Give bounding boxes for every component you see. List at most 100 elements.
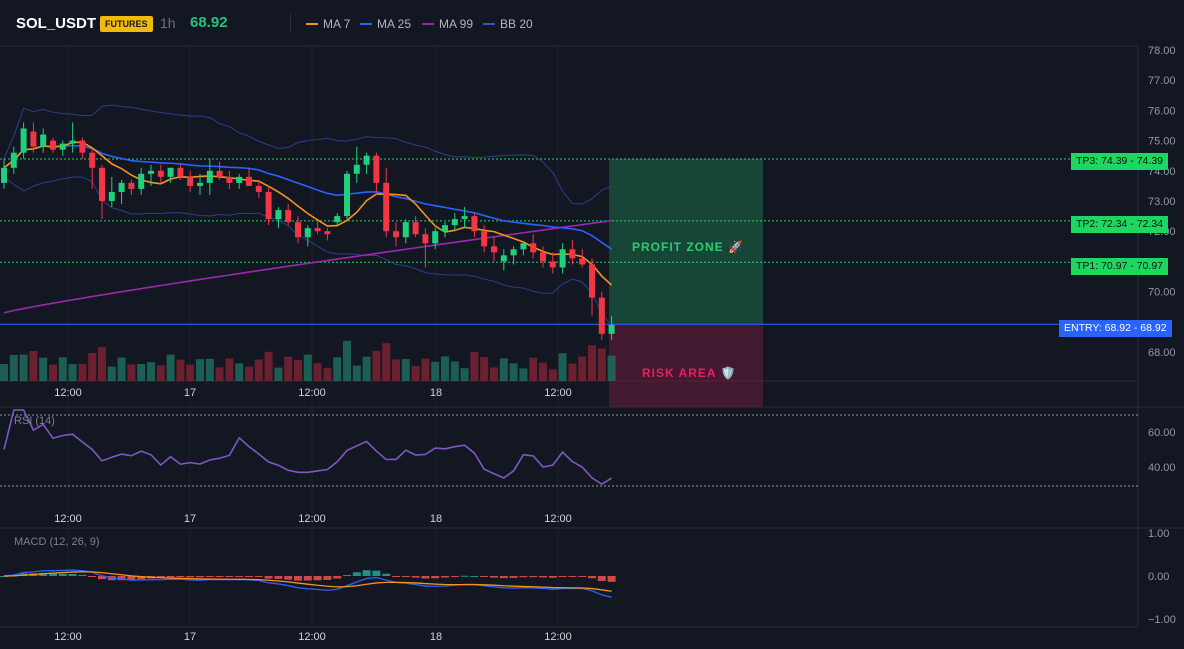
tp2-axis-value: 72.34	[1136, 218, 1163, 230]
candle-body	[363, 155, 370, 165]
legend-ma7-label: MA 7	[323, 17, 351, 31]
tp1-axis-value: 70.97	[1136, 260, 1163, 272]
candle-body	[265, 191, 272, 220]
volume-bar	[117, 357, 126, 381]
header-divider	[290, 14, 291, 32]
entry-axis-value: 68.92	[1140, 322, 1167, 334]
symbol-name[interactable]: SOL_USDT	[16, 15, 97, 32]
price-axis-label: 76.00	[1148, 105, 1176, 117]
candle-body	[50, 140, 56, 150]
entry-tag-text: ENTRY: 68.92	[1064, 322, 1131, 334]
candle-body	[314, 228, 321, 232]
legend-ma99[interactable]: MA 99	[422, 17, 473, 31]
candle-body	[187, 176, 194, 186]
legend-ma25[interactable]: MA 25	[360, 17, 411, 31]
candle-body	[344, 173, 350, 217]
volume-bar	[441, 356, 449, 381]
tp1-tag-text: TP1: 70.97	[1076, 260, 1128, 272]
tp1-tag[interactable]: TP1: 70.97 - 70.97	[1071, 258, 1168, 275]
macd-histogram-bar	[58, 573, 67, 576]
macd-histogram-bar	[519, 576, 528, 578]
candle-body	[432, 231, 439, 244]
volume-bar	[470, 352, 479, 381]
volume-bar	[460, 368, 469, 381]
candle-body	[471, 216, 478, 232]
time-axis-label: 17	[184, 631, 196, 643]
candle-body	[206, 170, 213, 183]
legend-bb20[interactable]: BB 20	[483, 17, 533, 31]
candle-body	[79, 140, 86, 153]
volume-bar	[107, 366, 116, 381]
candle-body	[157, 170, 164, 177]
volume-bar	[29, 351, 38, 381]
candle-body	[69, 140, 76, 144]
ma99-line	[3, 219, 612, 314]
tp2-tag[interactable]: TP2: 72.34 - 72.34	[1071, 216, 1168, 233]
timeframe-selector[interactable]: 1h	[160, 15, 176, 31]
volume-bar	[372, 350, 381, 381]
volume-bar	[264, 351, 273, 381]
macd-histogram-bar	[588, 576, 596, 579]
macd-histogram-bar	[411, 576, 420, 578]
volume-bar	[156, 365, 165, 381]
tp3-tag-text: TP3: 74.39	[1076, 155, 1128, 167]
volume-bar	[421, 358, 430, 381]
price-axis-label: 77.00	[1148, 75, 1176, 87]
ma7-line	[3, 141, 613, 286]
rsi-line	[3, 409, 613, 486]
candle-body	[40, 134, 47, 147]
volume-bar	[382, 343, 391, 381]
time-axis-label: 12:00	[54, 387, 82, 399]
candle-body	[324, 231, 331, 235]
macd-histogram-bar	[607, 576, 616, 582]
candle-body	[246, 176, 252, 186]
macd-signal-line	[3, 571, 612, 592]
candle-body	[569, 249, 576, 259]
ma99-swatch-icon	[422, 23, 434, 25]
candle-body	[373, 155, 380, 183]
candle-body	[285, 210, 292, 223]
profit-zone-label: PROFIT ZONE 🚀	[632, 240, 744, 254]
candle-body	[99, 167, 105, 201]
macd-histogram-bar	[39, 572, 48, 576]
candle-body	[167, 167, 174, 177]
volume-bar	[166, 354, 175, 381]
volume-bar	[411, 365, 420, 381]
macd-axis-label: 1.00	[1148, 528, 1169, 540]
macd-histogram-bar	[196, 576, 204, 578]
candle-body	[422, 234, 429, 244]
candle-body	[549, 261, 556, 268]
macd-histogram-bar	[49, 573, 57, 576]
macd-histogram-bar	[509, 576, 518, 578]
volume-bar	[597, 348, 606, 381]
tp3-tag[interactable]: TP3: 74.39 - 74.39	[1071, 153, 1168, 170]
tp3-axis-value: 74.39	[1136, 155, 1163, 167]
volume-bar	[401, 359, 410, 381]
macd-histogram-bar	[98, 576, 106, 580]
chart-header: SOL_USDT FUTURES 1h 68.92 MA 7 MA 25 MA …	[0, 0, 1184, 46]
macd-histogram-bar	[0, 576, 8, 577]
candle-body	[138, 173, 145, 189]
candle-body	[481, 231, 488, 247]
candle-body	[108, 191, 115, 201]
macd-histogram-bar	[156, 576, 165, 578]
entry-tag[interactable]: ENTRY: 68.92 - 68.92	[1059, 320, 1172, 337]
macd-histogram-bar	[558, 576, 567, 577]
legend-ma25-label: MA 25	[377, 17, 412, 31]
volume-bar	[607, 355, 616, 381]
candle-body	[559, 249, 566, 268]
bb20-swatch-icon	[483, 23, 495, 25]
candle-body	[589, 264, 595, 298]
volume-bar	[235, 363, 244, 381]
legend-ma7[interactable]: MA 7	[306, 17, 350, 31]
ma25-swatch-icon	[360, 23, 372, 25]
candle-body	[608, 324, 615, 334]
macd-histogram-bar	[88, 576, 97, 577]
candle-body	[500, 255, 507, 262]
macd-histogram-bar	[529, 576, 538, 578]
volume-bar	[196, 359, 204, 381]
candle-body	[177, 167, 184, 177]
macd-histogram-bar	[421, 576, 430, 579]
macd-histogram-bar	[460, 575, 469, 577]
